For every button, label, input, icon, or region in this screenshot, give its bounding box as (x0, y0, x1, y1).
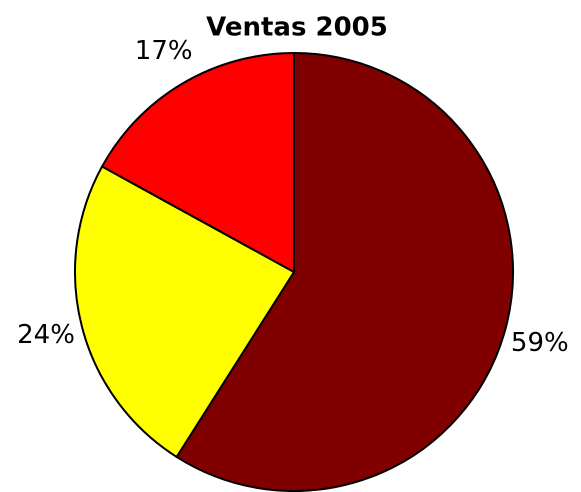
chart-title: Ventas 2005 (206, 13, 388, 43)
pie-slice (175, 51, 514, 492)
pie-slice (74, 165, 296, 459)
slice-label: 17% (135, 36, 193, 66)
slice-label: 24% (17, 320, 75, 350)
pie-slice (100, 51, 295, 274)
slice-label: 59% (511, 328, 569, 358)
